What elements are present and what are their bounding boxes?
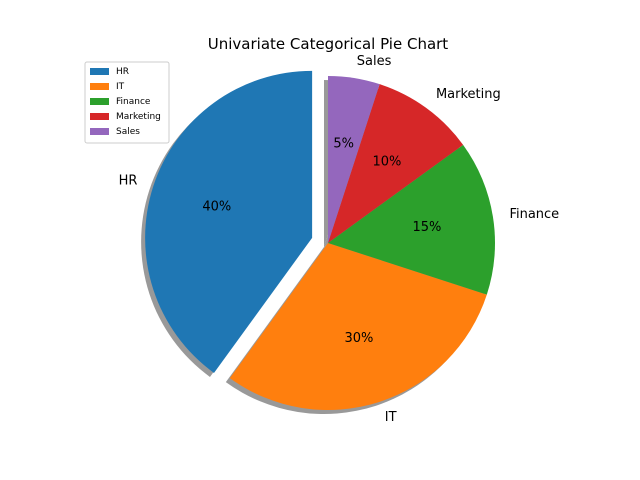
legend-label-it: IT — [116, 82, 125, 92]
pie-slice-finance — [328, 144, 495, 295]
slice-layer — [145, 70, 495, 411]
label-layer: 40% HR 30% IT 15% Finance 10% Marketing 5% Sales — [119, 54, 560, 425]
pie-slice-sales — [328, 76, 380, 243]
legend-label-marketing: Marketing — [116, 112, 161, 122]
pie-slice-hr — [145, 70, 313, 373]
slice-percent-label-hr: 40% — [202, 199, 231, 214]
slice-percent-label-marketing: 10% — [372, 154, 401, 169]
slice-percent-label-finance: 15% — [413, 220, 442, 235]
legend-swatch-finance — [90, 98, 109, 105]
legend-swatch-sales — [90, 128, 109, 135]
slice-percent-label-sales: 5% — [333, 137, 354, 152]
pie-slice-marketing — [328, 84, 464, 244]
legend-label-finance: Finance — [116, 97, 151, 107]
pie-slice-it — [229, 243, 487, 411]
slice-category-label-finance: Finance — [509, 207, 559, 222]
legend-frame — [84, 61, 170, 144]
slice-category-label-sales: Sales — [357, 54, 392, 69]
legend: HR IT Finance Marketing Sales — [84, 61, 170, 144]
slice-category-label-marketing: Marketing — [436, 87, 501, 102]
slice-category-label-hr: HR — [119, 174, 138, 189]
slice-percent-label-it: 30% — [345, 331, 374, 346]
slice-category-label-it: IT — [385, 410, 397, 425]
legend-swatch-hr — [90, 68, 109, 75]
legend-label-sales: Sales — [116, 127, 140, 137]
legend-swatch-marketing — [90, 113, 109, 120]
legend-label-hr: HR — [116, 67, 129, 77]
legend-swatch-it — [90, 83, 109, 90]
chart-title: Univariate Categorical Pie Chart — [208, 35, 449, 53]
